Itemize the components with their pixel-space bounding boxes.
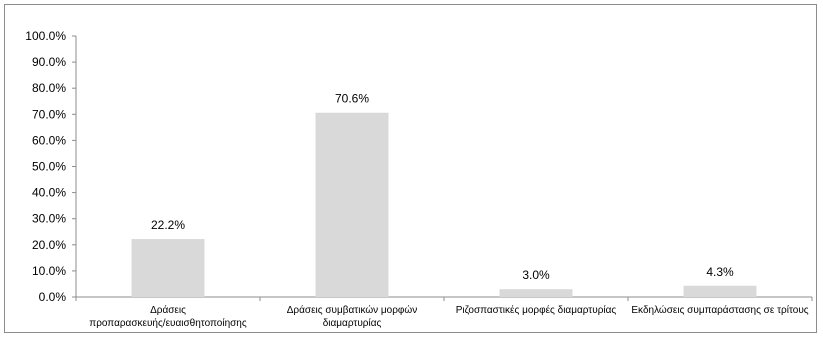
data-labels: 22.2% 70.6% 3.0% 4.3% <box>151 92 734 282</box>
data-label: 4.3% <box>706 265 734 279</box>
y-tick-label: 80.0% <box>32 81 66 95</box>
bar <box>315 112 389 297</box>
category-label: Δράσεις συμβατικών μορφών <box>287 304 417 316</box>
category-label: Δράσεις <box>150 304 186 316</box>
x-axis <box>75 296 813 301</box>
category-label: Ριζοσπαστικές μορφές διαμαρτυρίας <box>456 304 617 316</box>
y-tick-label: 90.0% <box>32 55 66 69</box>
y-tick-label: 70.0% <box>32 107 66 121</box>
bar <box>683 285 757 297</box>
y-tick-label: 0.0% <box>39 290 67 304</box>
y-tick-label: 20.0% <box>32 238 66 252</box>
y-tick-label: 10.0% <box>32 264 66 278</box>
y-tick-label: 50.0% <box>32 160 66 174</box>
bars <box>131 112 757 297</box>
data-label: 70.6% <box>335 92 369 106</box>
y-tick-label: 40.0% <box>32 186 66 200</box>
data-label: 3.0% <box>522 268 550 282</box>
bar <box>499 289 573 297</box>
data-label: 22.2% <box>151 218 185 232</box>
bar <box>131 239 205 297</box>
y-tick-label: 60.0% <box>32 133 66 147</box>
y-tick-label: 100.0% <box>25 29 66 43</box>
category-label: προπαρασκευής/ευαισθητοποίησης <box>89 317 247 329</box>
y-axis: 0.0% 10.0% 20.0% 30.0% 40.0% 50.0% 60.0% 70.0% 8… <box>25 29 77 304</box>
category-label: Εκδηλώσεις συμπαράστασης σε τρίτους <box>631 304 808 316</box>
category-label: διαμαρτυρίας <box>323 317 382 329</box>
y-tick-label: 30.0% <box>32 212 66 226</box>
